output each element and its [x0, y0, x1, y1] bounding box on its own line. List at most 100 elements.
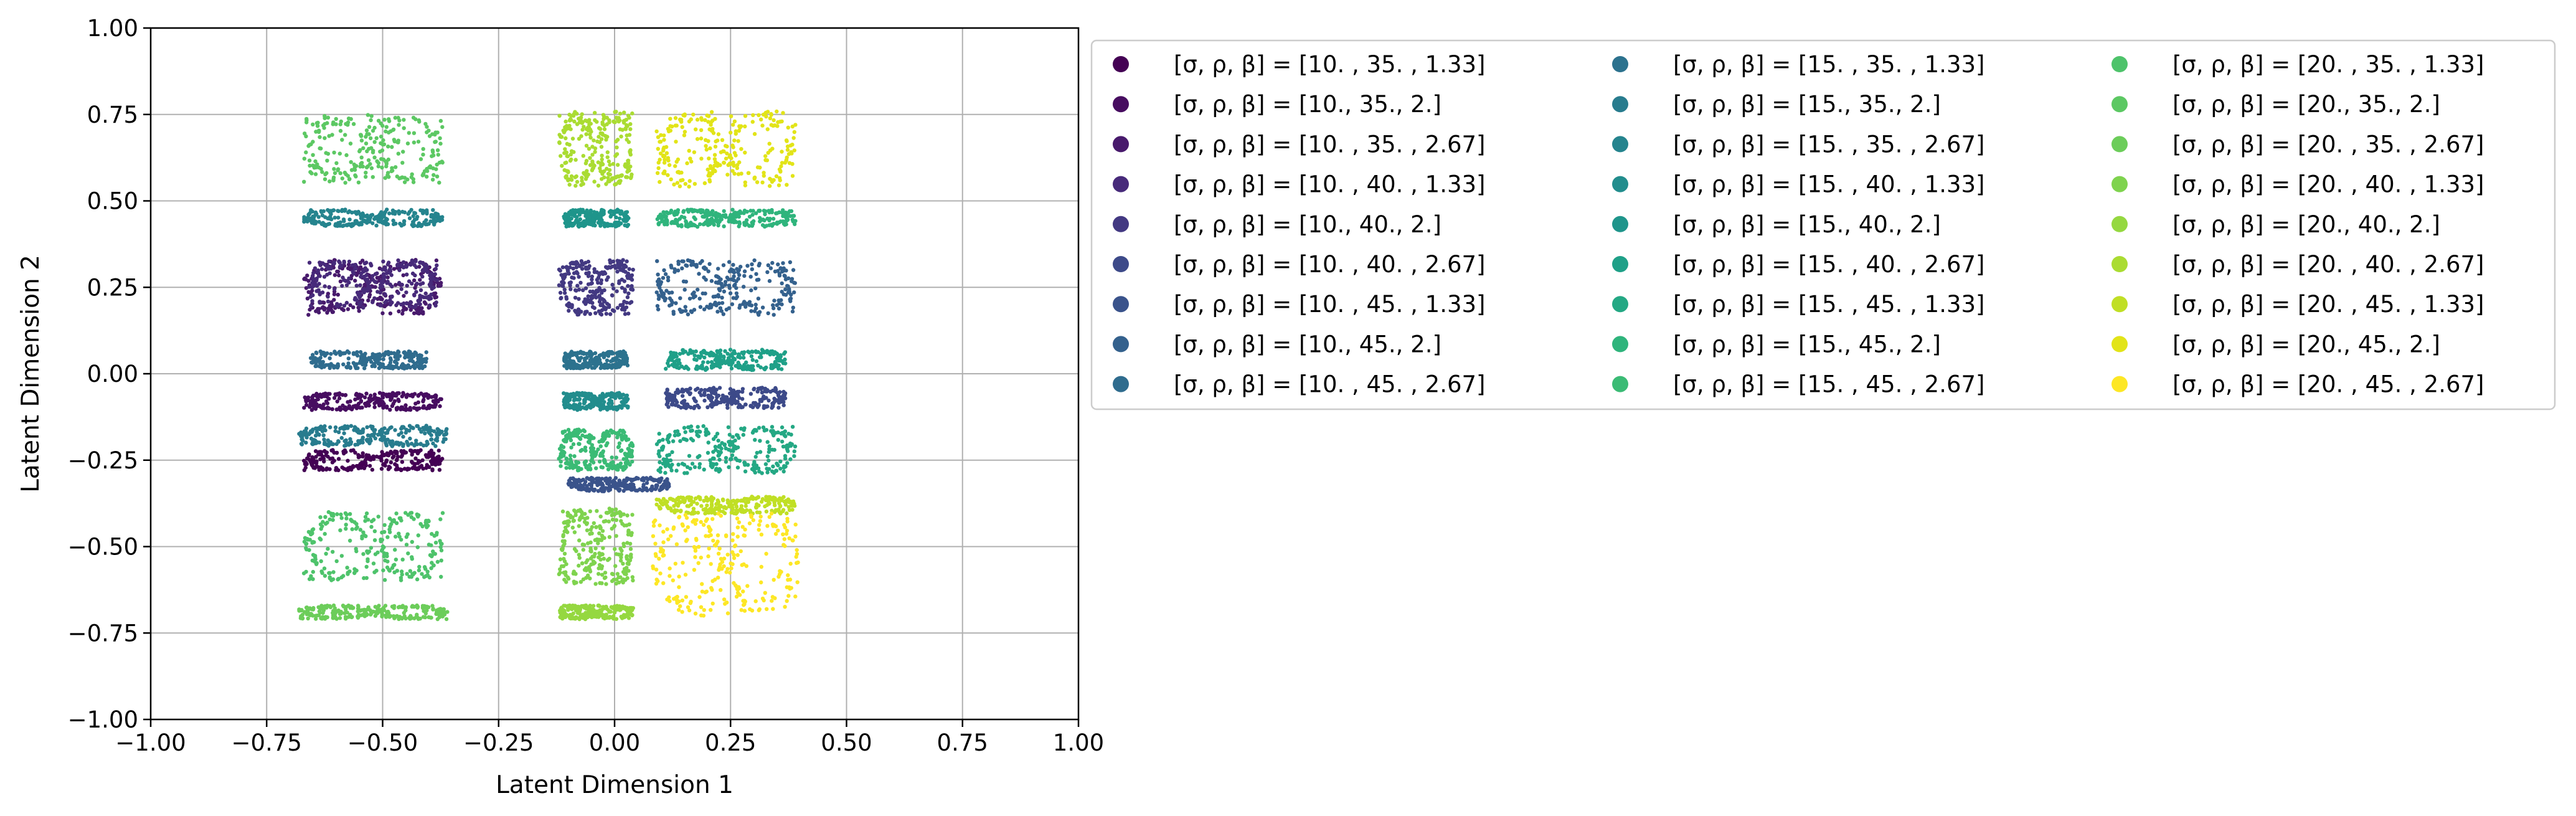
data-point: [352, 362, 357, 366]
data-point: [655, 304, 660, 308]
data-point: [348, 365, 352, 369]
data-point: [397, 531, 401, 536]
data-point: [412, 406, 417, 410]
data-point: [750, 212, 755, 217]
data-point: [410, 258, 414, 263]
data-point: [342, 448, 347, 453]
data-point: [678, 296, 682, 300]
data-point: [328, 356, 332, 361]
data-point: [366, 283, 371, 288]
data-point: [709, 360, 714, 364]
data-point: [720, 295, 724, 300]
data-point: [405, 283, 409, 288]
data-point: [367, 403, 371, 408]
data-point: [776, 401, 781, 405]
data-point: [694, 366, 699, 371]
data-point: [709, 463, 714, 468]
data-point: [671, 310, 676, 314]
data-point: [749, 288, 753, 293]
data-point: [399, 287, 403, 292]
data-point: [401, 273, 405, 278]
data-point: [697, 297, 702, 301]
data-point: [364, 273, 369, 277]
data-point: [593, 398, 598, 403]
data-point: [620, 437, 625, 442]
data-point: [395, 351, 400, 356]
data-point: [662, 268, 666, 272]
data-point: [394, 355, 399, 359]
data-point: [583, 459, 588, 463]
data-point: [754, 211, 758, 216]
data-point: [333, 425, 338, 430]
data-point: [683, 305, 687, 309]
data-point: [336, 577, 340, 582]
data-point: [412, 263, 417, 267]
data-point: [666, 278, 671, 283]
data-point: [401, 444, 405, 448]
data-point: [317, 220, 321, 224]
data-point: [393, 210, 398, 214]
data-point: [299, 442, 304, 446]
data-point: [390, 451, 394, 455]
data-point: [772, 448, 776, 452]
data-point: [758, 439, 762, 443]
data-point: [655, 478, 659, 483]
data-point: [765, 440, 770, 444]
data-point: [703, 368, 708, 372]
data-point: [369, 355, 374, 359]
data-point: [342, 259, 346, 264]
data-point: [570, 485, 575, 489]
data-point: [593, 356, 598, 361]
data-point: [314, 459, 319, 463]
data-point: [323, 440, 327, 445]
data-point: [608, 406, 613, 410]
data-point: [562, 287, 567, 292]
data-point: [749, 354, 754, 358]
data-point: [642, 487, 646, 491]
data-point: [399, 427, 403, 431]
data-point: [410, 539, 414, 544]
data-point: [413, 350, 417, 354]
series-3: [307, 258, 440, 310]
data-point: [622, 354, 626, 359]
data-point: [374, 396, 378, 401]
data-point: [387, 440, 392, 445]
data-point: [787, 209, 792, 214]
data-point: [360, 536, 364, 541]
data-point: [410, 359, 415, 364]
data-point: [323, 353, 328, 358]
data-point: [620, 268, 625, 272]
data-point: [665, 462, 669, 466]
data-point: [320, 524, 324, 529]
data-point: [667, 484, 671, 488]
data-point: [692, 262, 697, 267]
series-17: [557, 427, 635, 473]
data-point: [586, 259, 591, 264]
data-point: [714, 402, 719, 406]
data-point: [714, 399, 719, 403]
data-point: [771, 217, 776, 221]
data-point: [357, 309, 361, 313]
data-point: [730, 443, 735, 447]
data-point: [754, 359, 759, 363]
data-point: [344, 438, 348, 442]
data-point: [370, 273, 375, 278]
data-point: [424, 350, 428, 354]
data-point: [380, 221, 384, 225]
data-point: [741, 301, 745, 306]
data-point: [598, 444, 603, 448]
data-point: [602, 352, 606, 357]
data-point: [427, 294, 432, 298]
data-point: [564, 295, 569, 300]
data-point: [598, 394, 602, 398]
data-point: [750, 368, 754, 372]
data-point: [588, 466, 593, 471]
data-point: [420, 274, 425, 279]
data-point: [577, 297, 581, 301]
data-point: [565, 267, 570, 272]
data-point: [382, 523, 387, 528]
data-point: [722, 224, 726, 229]
data-point: [718, 348, 723, 353]
data-point: [692, 215, 696, 220]
data-point: [656, 222, 661, 227]
